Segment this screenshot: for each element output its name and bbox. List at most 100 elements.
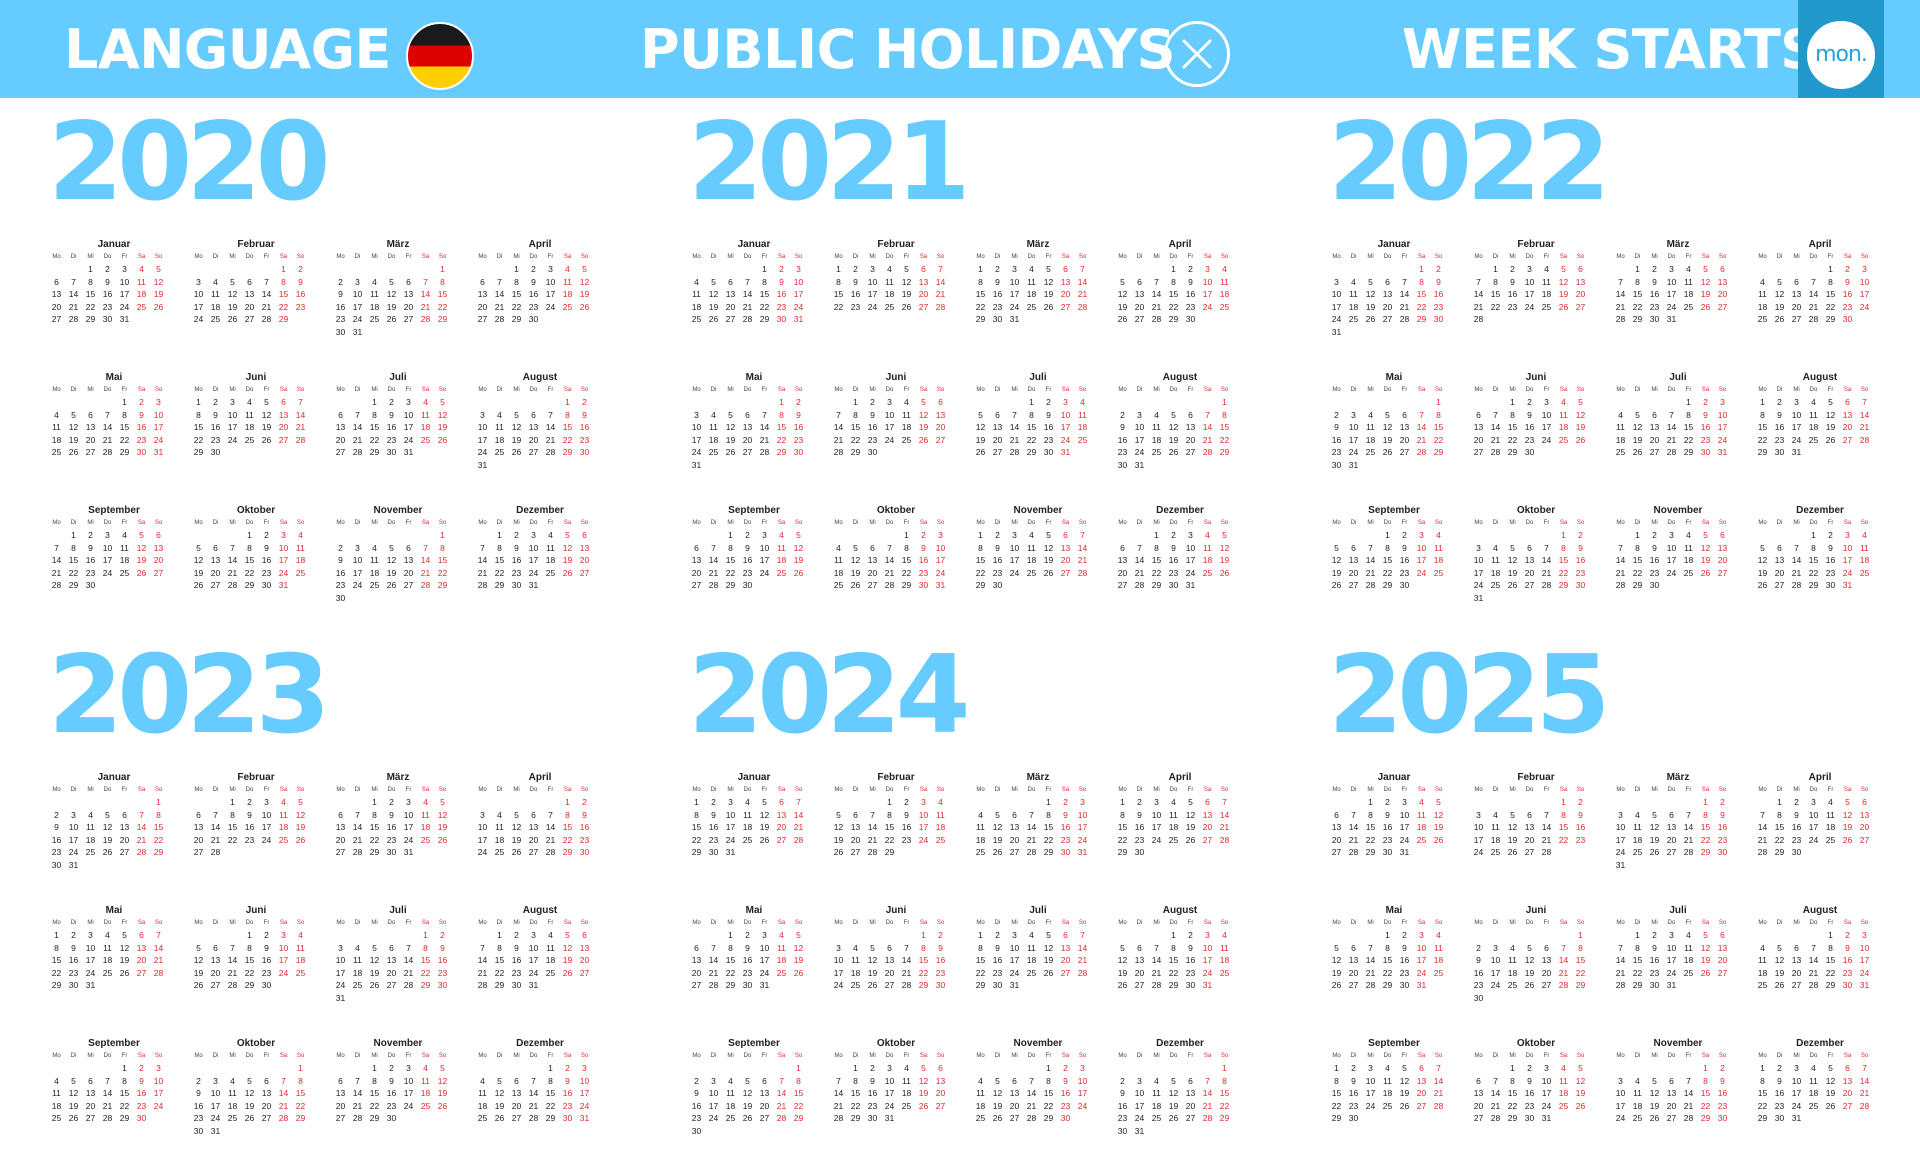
day-cell: 1 [71, 530, 76, 540]
day-cell: 23 [1649, 967, 1660, 978]
weekday-label: Mo [1616, 254, 1625, 260]
day-cell: 28 [708, 980, 719, 990]
day-cell: 6 [213, 542, 218, 553]
day-cell: 13 [1185, 1088, 1196, 1098]
day-cell: 13 [1473, 1088, 1484, 1098]
day-cell: 11 [495, 822, 504, 832]
empty-cell [1114, 1062, 1131, 1075]
day-cell: 16 [562, 1088, 573, 1098]
day-cell: 11 [495, 422, 504, 432]
close-icon[interactable] [1164, 21, 1230, 87]
day-cell: 2 [1436, 264, 1441, 274]
day-cell: 20 [1134, 301, 1145, 312]
week-row: 15 16 17 18 19 20 21 [1754, 1087, 1886, 1100]
day-cell: 8 [1334, 1075, 1339, 1086]
week-row: 5 6 7 8 9 10 11 [1114, 276, 1246, 289]
day-cell: 10 [1541, 1075, 1552, 1086]
day-cell: 17 [1416, 555, 1427, 565]
day-cell: 8 [247, 542, 252, 553]
weekday-label: Di [1634, 787, 1641, 793]
weekday-label: Di [1350, 920, 1357, 926]
day-cell: 11 [1684, 276, 1693, 287]
weekday-header: Mo Di Mi Do Fr Sa So [1754, 1051, 1886, 1062]
weekday-label: Do [1525, 254, 1534, 260]
day-cell: 29 [68, 580, 79, 590]
month-name: März [1666, 239, 1690, 250]
empty-cell [705, 929, 722, 942]
day-cell: 19 [833, 834, 844, 845]
weekday-label: Mi [1153, 920, 1160, 926]
day-cell: 28 [884, 580, 895, 590]
week-start-badge[interactable]: mon. [1807, 21, 1875, 89]
month-8: August Mo Di Mi Do Fr Sa So 1 2 3 4 5 6 7 8 9 10 11 12 13 14 1… [474, 371, 606, 471]
day-cell: 12 [901, 276, 912, 287]
day-cell: 9 [1385, 809, 1390, 820]
weekday-label: Sa [563, 1053, 572, 1059]
day-cell: 12 [1043, 542, 1054, 553]
weekday-label: Mi [1011, 387, 1018, 393]
day-cell: 31 [85, 980, 96, 990]
weekday-label: Do [743, 520, 752, 526]
weekday-label: So [1078, 254, 1087, 260]
day-cell: 27 [742, 447, 753, 457]
day-cell: 3 [531, 930, 536, 940]
day-cell: 4 [1351, 276, 1356, 287]
day-cell: 30 [867, 447, 878, 457]
day-cell: 4 [711, 409, 716, 420]
day-cell: 7 [1368, 942, 1373, 953]
day-cell: 7 [406, 942, 411, 953]
week-row: 4 5 6 7 8 9 10 [1612, 409, 1744, 422]
day-cell: 6 [1720, 264, 1725, 274]
day-cell: 26 [759, 834, 770, 845]
month-7: Juli Mo Di Mi Do Fr Sa So 1 2 3 4 5 6 7 8 9 10 11 12 13 14 15 1… [332, 904, 464, 1004]
month-8: August Mo Di Mi Do Fr Sa So 1 2 3 4 5 6 7 8 9 10 11 12 13 14 1… [1754, 904, 1886, 992]
weekday-header: Mo Di Mi Do Fr Sa So [1328, 385, 1460, 396]
day-cell: 13 [1524, 555, 1535, 565]
day-cell: 18 [1433, 555, 1444, 565]
day-cell: 14 [210, 822, 221, 832]
day-cell: 2 [1351, 1063, 1356, 1073]
weekday-label: Di [994, 1053, 1001, 1059]
weekday-header: Mo Di Mi Do Fr Sa So [1114, 785, 1246, 796]
day-cell: 29 [193, 447, 204, 457]
germany-flag-icon[interactable] [406, 22, 474, 90]
weekday-label: Mo [478, 1053, 487, 1059]
day-cell: 27 [935, 434, 946, 445]
day-cell: 25 [51, 447, 62, 457]
day-cell: 4 [1686, 264, 1691, 274]
day-cell: 1 [281, 264, 286, 274]
day-cell: 29 [494, 580, 505, 590]
week-row: 27 28 29 30 31 [688, 979, 820, 992]
weekday-header: Mo Di Mi Do Fr Sa So [1328, 252, 1460, 263]
day-cell: 27 [1524, 847, 1535, 857]
day-cell: 29 [562, 447, 573, 457]
day-cell: 2 [779, 264, 784, 274]
day-cell: 18 [51, 1100, 62, 1111]
day-cell: 3 [1618, 809, 1623, 820]
weekday-label: Sa [919, 254, 928, 260]
weekday-label: Mo [1118, 920, 1127, 926]
day-cell: 7 [1154, 276, 1159, 287]
day-cell: 25 [51, 1113, 62, 1123]
weekday-label: Mo [336, 787, 345, 793]
week-start-tab[interactable]: mon. [1798, 0, 1884, 98]
day-cell: 15 [793, 1088, 804, 1098]
day-cell: 13 [1791, 289, 1802, 299]
day-cell: 29 [1507, 1113, 1518, 1123]
weekday-label: Fr [761, 520, 768, 526]
day-cell: 4 [1811, 1063, 1816, 1073]
weekday-label: Fr [1187, 787, 1194, 793]
day-cell: 31 [1077, 847, 1088, 857]
month-3: März Mo Di Mi Do Fr Sa So 1 2 3 4 5 6 7 8 9 10 11 12 13 14 15 1… [332, 238, 464, 338]
weekday-label: Mo [478, 520, 487, 526]
day-cell: 24 [793, 301, 804, 312]
weekday-label: Di [70, 1053, 77, 1059]
day-cell: 1 [779, 397, 784, 407]
weekday-label: Mo [1474, 387, 1483, 393]
day-cell: 24 [528, 567, 539, 578]
day-cell: 17 [1666, 955, 1677, 965]
weekday-header: Mo Di Mi Do Fr Sa So [332, 918, 464, 929]
